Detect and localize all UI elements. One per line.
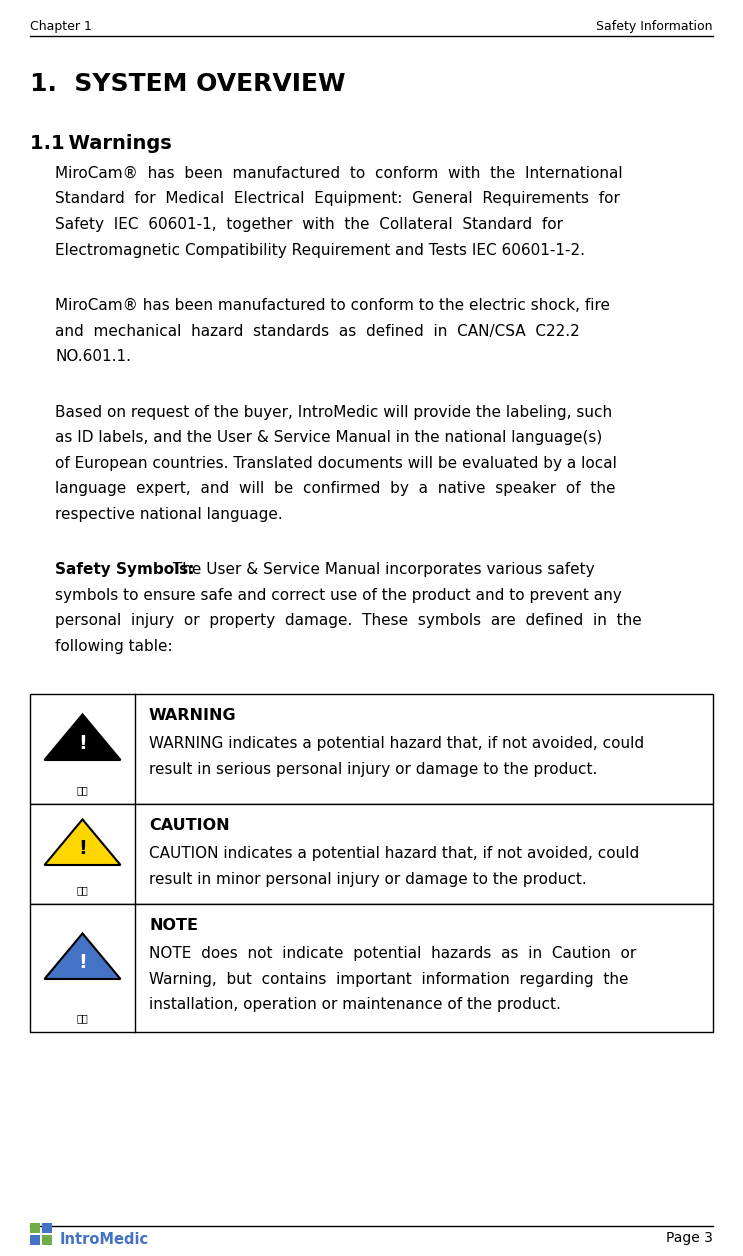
Text: personal  injury  or  property  damage.  These  symbols  are  defined  in  the: personal injury or property damage. Thes… (55, 613, 642, 628)
Text: 경고: 경고 (77, 785, 88, 795)
Text: following table:: following table: (55, 638, 172, 653)
Text: 주의: 주의 (77, 885, 88, 896)
Text: !: ! (78, 952, 87, 971)
Text: symbols to ensure safe and correct use of the product and to prevent any: symbols to ensure safe and correct use o… (55, 588, 622, 603)
Text: Standard  for  Medical  Electrical  Equipment:  General  Requirements  for: Standard for Medical Electrical Equipmen… (55, 191, 620, 206)
Polygon shape (45, 933, 120, 978)
Text: !: ! (78, 734, 87, 752)
Text: 1.1 Warnings: 1.1 Warnings (30, 134, 172, 153)
Text: Page 3: Page 3 (666, 1231, 713, 1245)
Text: installation, operation or maintenance of the product.: installation, operation or maintenance o… (149, 997, 561, 1012)
Text: result in minor personal injury or damage to the product.: result in minor personal injury or damag… (149, 872, 587, 887)
Text: Safety Information: Safety Information (597, 20, 713, 33)
Bar (30, 804, 713, 904)
Text: and  mechanical  hazard  standards  as  defined  in  CAN/CSA  C22.2: and mechanical hazard standards as defin… (55, 324, 580, 339)
Bar (42, 1235, 52, 1245)
Polygon shape (45, 819, 120, 865)
Text: WARNING: WARNING (149, 708, 236, 723)
Text: NOTE: NOTE (149, 918, 198, 933)
Text: Warning,  but  contains  important  information  regarding  the: Warning, but contains important informat… (149, 971, 629, 986)
Text: result in serious personal injury or damage to the product.: result in serious personal injury or dam… (149, 761, 597, 776)
Text: MiroCam®  has  been  manufactured  to  conform  with  the  International: MiroCam® has been manufactured to confor… (55, 166, 623, 181)
Text: NO.601.1.: NO.601.1. (55, 349, 131, 364)
Bar (42, 1223, 52, 1233)
Text: 1.  SYSTEM OVERVIEW: 1. SYSTEM OVERVIEW (30, 72, 345, 95)
Text: NOTE  does  not  indicate  potential  hazards  as  in  Caution  or: NOTE does not indicate potential hazards… (149, 946, 636, 961)
Text: Safety  IEC  60601-1,  together  with  the  Collateral  Standard  for: Safety IEC 60601-1, together with the Co… (55, 217, 563, 232)
Text: of European countries. Translated documents will be evaluated by a local: of European countries. Translated docume… (55, 456, 617, 471)
Text: WARNING indicates a potential hazard that, if not avoided, could: WARNING indicates a potential hazard tha… (149, 736, 644, 751)
Text: The User & Service Manual incorporates various safety: The User & Service Manual incorporates v… (168, 561, 594, 577)
Text: Based on request of the buyer, IntroMedic will provide the labeling, such: Based on request of the buyer, IntroMedi… (55, 404, 612, 420)
Text: language  expert,  and  will  be  confirmed  by  a  native  speaker  of  the: language expert, and will be confirmed b… (55, 481, 615, 496)
Text: CAUTION: CAUTION (149, 818, 230, 833)
Text: 참고: 참고 (77, 1014, 88, 1022)
Text: Chapter 1: Chapter 1 (30, 20, 92, 33)
Text: respective national language.: respective national language. (55, 506, 283, 521)
Text: Safety Symbols:: Safety Symbols: (55, 561, 195, 577)
Text: as ID labels, and the User & Service Manual in the national language(s): as ID labels, and the User & Service Man… (55, 430, 603, 445)
Text: Electromagnetic Compatibility Requirement and Tests IEC 60601-1-2.: Electromagnetic Compatibility Requiremen… (55, 242, 585, 257)
Text: MiroCam® has been manufactured to conform to the electric shock, fire: MiroCam® has been manufactured to confor… (55, 298, 610, 313)
Text: CAUTION indicates a potential hazard that, if not avoided, could: CAUTION indicates a potential hazard tha… (149, 847, 639, 862)
Bar (30, 1223, 40, 1233)
Bar (30, 695, 713, 804)
Text: IntroMedic: IntroMedic (60, 1232, 149, 1247)
Text: !: ! (78, 839, 87, 858)
Bar (30, 904, 713, 1032)
Bar (30, 1235, 40, 1245)
Polygon shape (45, 715, 120, 760)
